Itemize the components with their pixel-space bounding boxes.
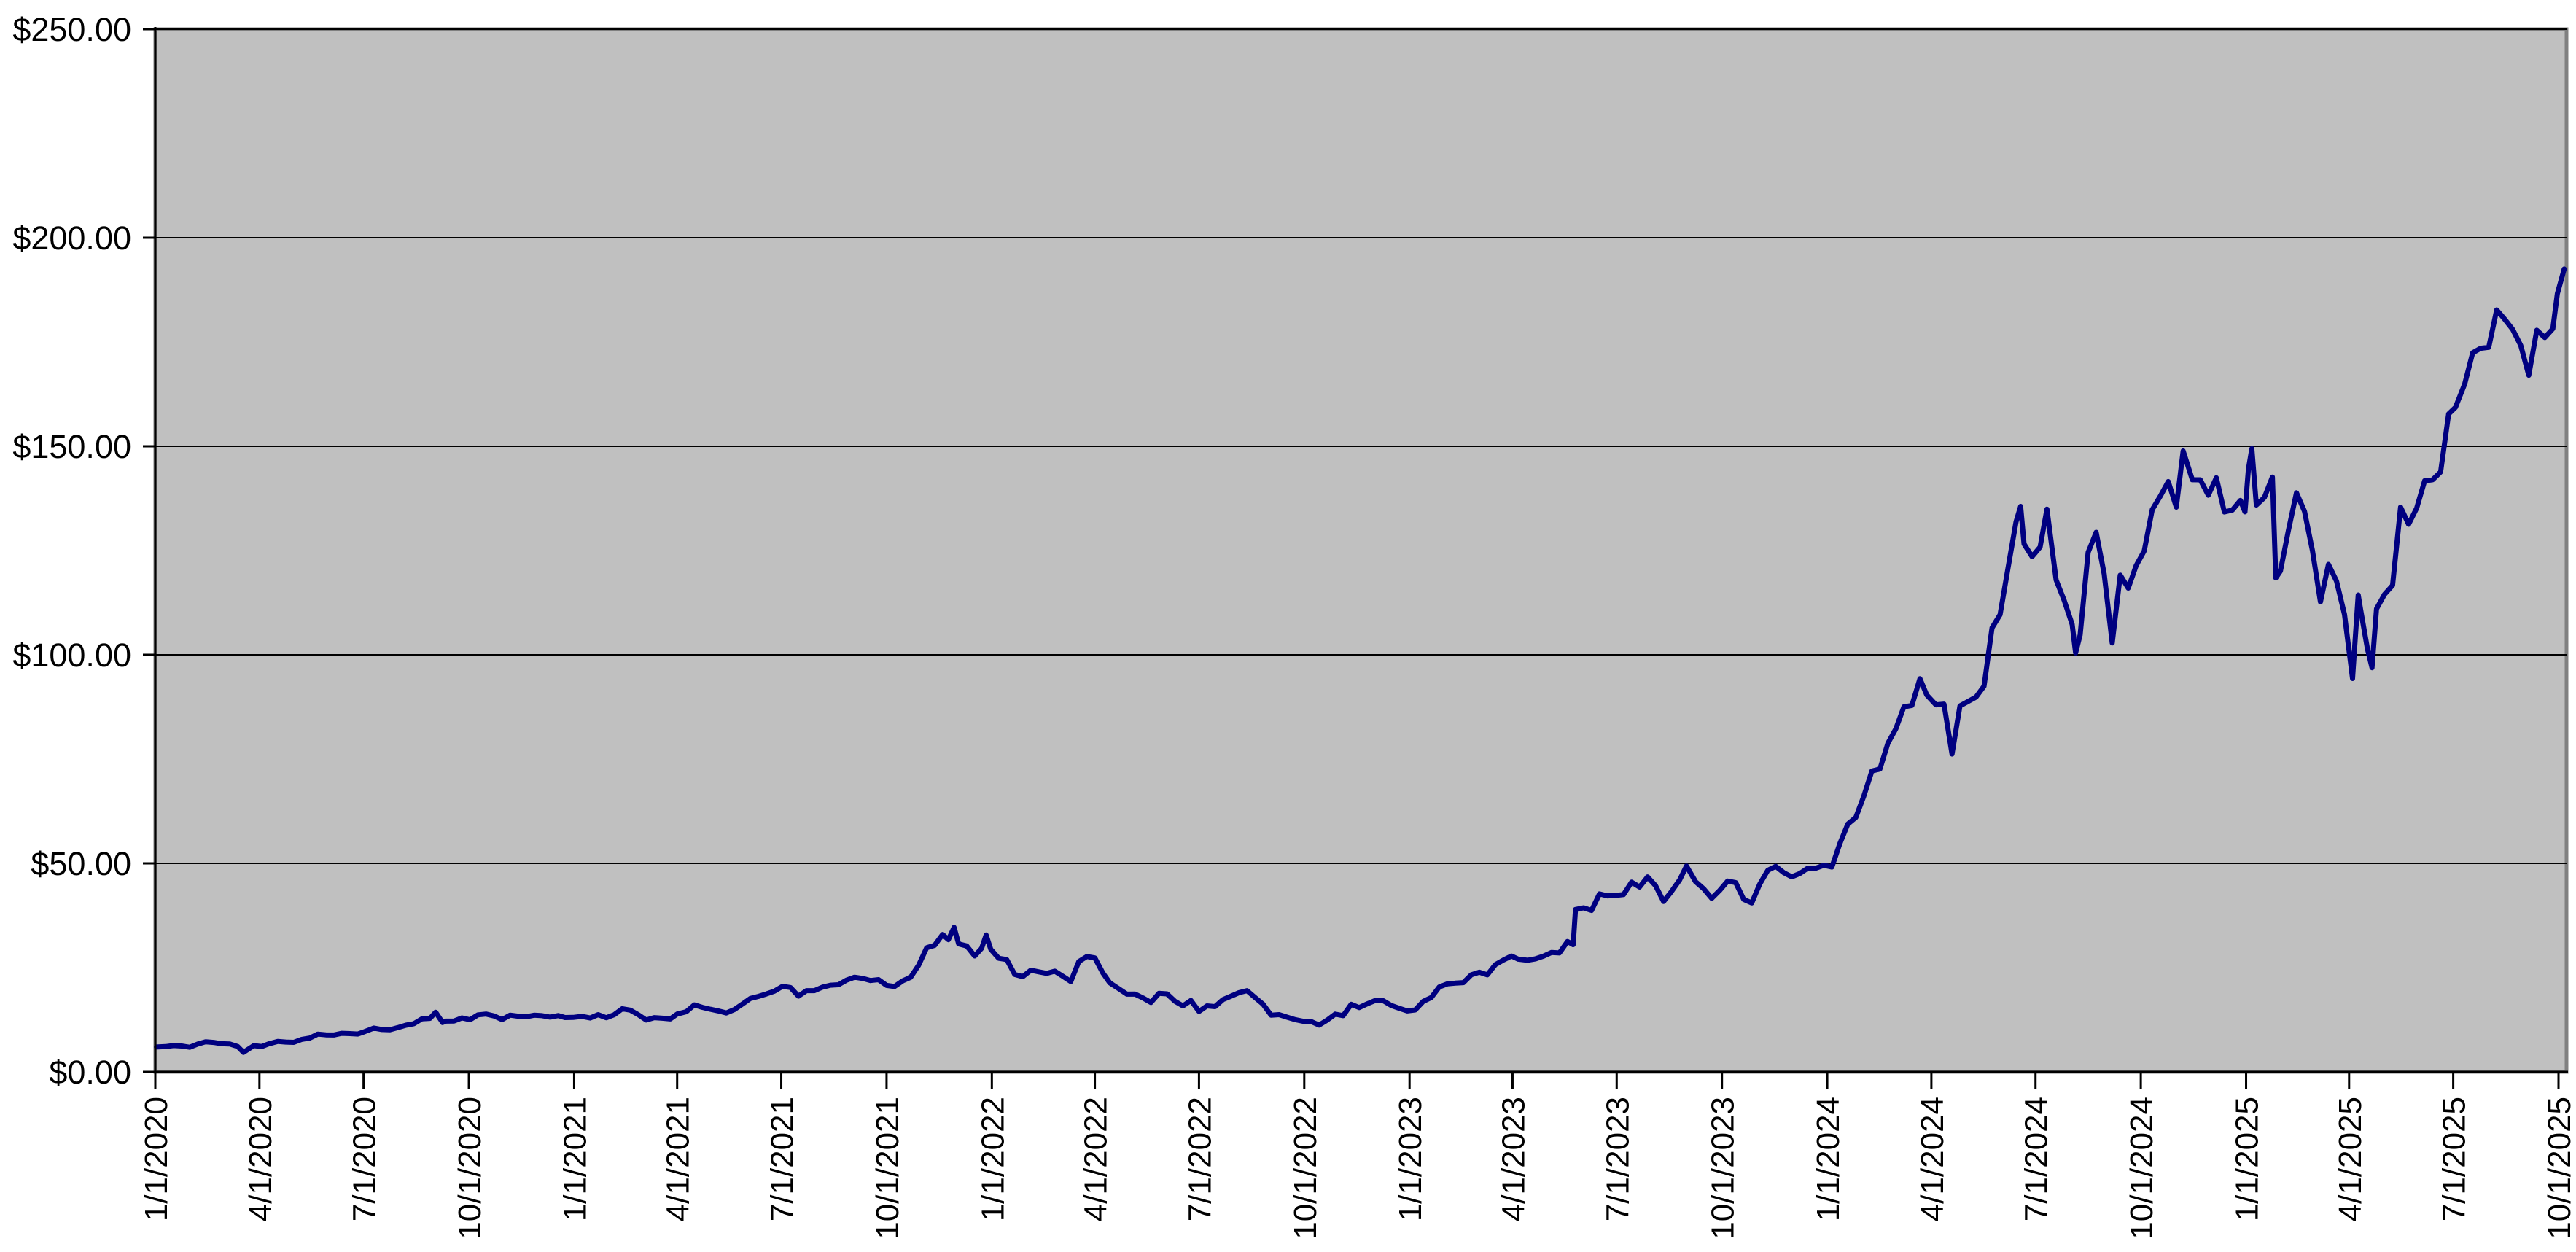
x-tick-label: 7/1/2024 <box>2019 1097 2055 1221</box>
x-tick-label: 10/1/2023 <box>1705 1097 1741 1240</box>
x-tick-label: 4/1/2024 <box>1915 1097 1950 1221</box>
x-tick-label: 1/1/2025 <box>2230 1097 2265 1221</box>
x-tick-label: 4/1/2023 <box>1495 1097 1531 1221</box>
x-tick-label: 7/1/2022 <box>1182 1097 1218 1221</box>
y-axis-ticks <box>143 28 155 1073</box>
price-line-group <box>154 266 2567 1055</box>
x-tick-label: 10/1/2020 <box>452 1097 488 1240</box>
y-tick-label: $200.00 <box>12 219 131 257</box>
price-line <box>154 266 2567 1055</box>
y-tick-label: $250.00 <box>12 11 131 48</box>
y-tick-label: $0.00 <box>49 1054 131 1091</box>
x-tick-label: 10/1/2022 <box>1288 1097 1323 1240</box>
x-tick-label: 1/1/2020 <box>139 1097 174 1221</box>
x-axis-ticks <box>154 1072 2560 1089</box>
x-tick-label: 4/1/2020 <box>243 1097 279 1221</box>
y-tick-label: $100.00 <box>12 637 131 674</box>
x-tick-label: 7/1/2025 <box>2437 1097 2472 1221</box>
y-tick-label: $50.00 <box>31 845 131 882</box>
plot-area <box>153 27 2569 1074</box>
x-tick-label: 1/1/2022 <box>975 1097 1011 1221</box>
x-tick-label: 10/1/2021 <box>870 1097 906 1240</box>
x-tick-label: 1/1/2024 <box>1810 1097 1846 1221</box>
x-tick-label: 4/1/2025 <box>2332 1097 2368 1221</box>
gridlines <box>155 28 2567 864</box>
x-tick-label: 7/1/2021 <box>765 1097 801 1221</box>
x-tick-label: 4/1/2022 <box>1078 1097 1114 1221</box>
x-tick-label: 10/1/2024 <box>2124 1097 2160 1240</box>
x-tick-label: 7/1/2023 <box>1600 1097 1635 1221</box>
y-tick-label: $150.00 <box>12 428 131 465</box>
x-tick-label: 7/1/2020 <box>347 1097 383 1221</box>
y-axis-tick-labels: $250.00 $200.00 $150.00 $100.00 $50.00 $0.00 <box>12 11 131 1091</box>
axes <box>143 27 2568 1089</box>
x-axis-tick-labels: 1/1/2020 4/1/2020 7/1/2020 10/1/2020 1/1/202… <box>139 1097 2576 1240</box>
x-tick-label: 10/1/2025 <box>2542 1097 2576 1240</box>
x-tick-label: 4/1/2021 <box>661 1097 696 1221</box>
x-tick-label: 1/1/2023 <box>1393 1097 1428 1221</box>
x-tick-label: 1/1/2021 <box>557 1097 593 1221</box>
